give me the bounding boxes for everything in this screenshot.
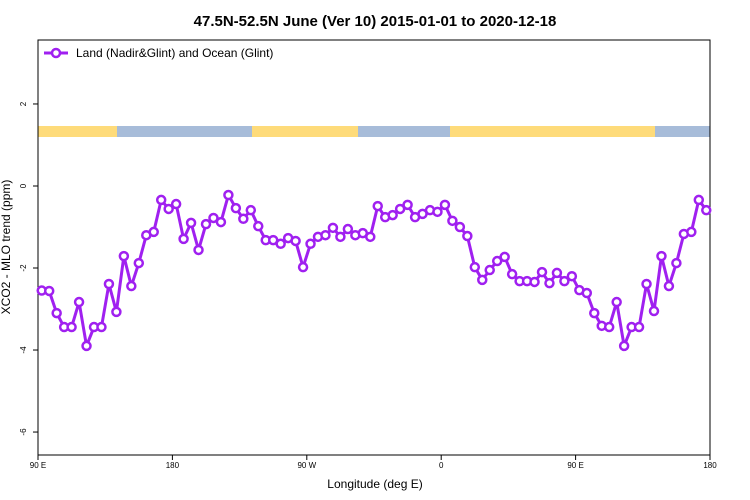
x-tick-label: 0 [439, 461, 444, 470]
data-point [342, 223, 354, 235]
data-point [611, 296, 622, 308]
data-point [215, 216, 227, 228]
data-point [335, 231, 346, 243]
data-point [73, 296, 85, 308]
data-point [663, 280, 675, 292]
data-point [469, 261, 481, 273]
data-point [394, 203, 406, 215]
data-point [656, 250, 667, 262]
data-point [701, 204, 712, 216]
x-axis-label: Longitude (deg E) [327, 477, 422, 491]
data-point [462, 230, 473, 242]
data-point [559, 275, 570, 287]
data-point [603, 321, 615, 333]
data-point [633, 321, 645, 333]
data-point [566, 270, 578, 282]
data-point [126, 280, 137, 292]
plot-frame [37, 39, 711, 456]
data-point [551, 267, 563, 279]
y-tick-label: 0 [19, 183, 28, 188]
data-point [290, 235, 301, 247]
data-point [43, 285, 55, 297]
land-ocean-strip [38, 126, 710, 137]
data-point [185, 217, 197, 229]
data-point [693, 194, 705, 206]
data-point [51, 307, 62, 319]
data-point [133, 257, 145, 269]
data-point [275, 238, 286, 250]
y-tick-label: -2 [19, 264, 28, 272]
x-tick-label: 180 [166, 461, 180, 470]
data-point [193, 244, 204, 256]
data-point [454, 221, 466, 233]
data-point [327, 222, 339, 234]
data-point [387, 209, 398, 221]
x-tick-label: 90 E [30, 461, 46, 470]
data-point [589, 307, 600, 319]
data-point [253, 220, 264, 232]
y-tick-label: -6 [19, 428, 28, 436]
data-point [320, 229, 331, 241]
data-point [432, 206, 443, 218]
data-point [581, 287, 593, 299]
data-point [484, 264, 495, 276]
data-point [365, 231, 376, 243]
data-point [163, 203, 174, 215]
data-point [118, 250, 130, 262]
data-point [200, 218, 212, 230]
data-point [372, 200, 383, 212]
data-point [170, 198, 182, 210]
data-point [499, 251, 510, 263]
data-point [648, 305, 660, 317]
chart-title: 47.5N-52.5N June (Ver 10) 2015-01-01 to … [194, 13, 557, 30]
data-point [544, 277, 555, 289]
data-point [529, 276, 540, 288]
data-point [66, 321, 77, 333]
y-tick-label: 2 [19, 101, 28, 106]
data-point [148, 226, 159, 238]
x-tick-label: 90 W [297, 461, 316, 470]
data-point [686, 226, 697, 238]
data-point [297, 261, 309, 273]
data-point [491, 255, 503, 267]
data-point [641, 278, 652, 290]
y-axis-label: XCO2 - MLO trend (ppm) [0, 180, 13, 315]
data-point [238, 213, 249, 225]
data-point [178, 233, 189, 245]
data-point [439, 199, 451, 211]
data-point [223, 189, 234, 201]
data-point [96, 321, 107, 333]
data-point [506, 268, 518, 280]
data-point [618, 340, 630, 352]
data-point [208, 212, 219, 224]
data-point [305, 238, 316, 250]
data-point [447, 215, 458, 227]
legend-label: Land (Nadir&Glint) and Ocean (Glint) [76, 46, 273, 60]
x-tick-label: 180 [703, 461, 717, 470]
data-point [402, 199, 413, 211]
y-tick-label: -4 [19, 346, 28, 354]
data-point [477, 274, 488, 286]
data-point [245, 204, 257, 216]
data-point [81, 340, 92, 352]
data-point [111, 306, 122, 318]
x-tick-label: 90 E [567, 461, 583, 470]
data-point [103, 278, 115, 290]
data-point [155, 194, 167, 206]
data-point [671, 257, 682, 269]
data-point [536, 266, 548, 278]
legend-marker [50, 47, 62, 59]
data-point [230, 202, 242, 214]
